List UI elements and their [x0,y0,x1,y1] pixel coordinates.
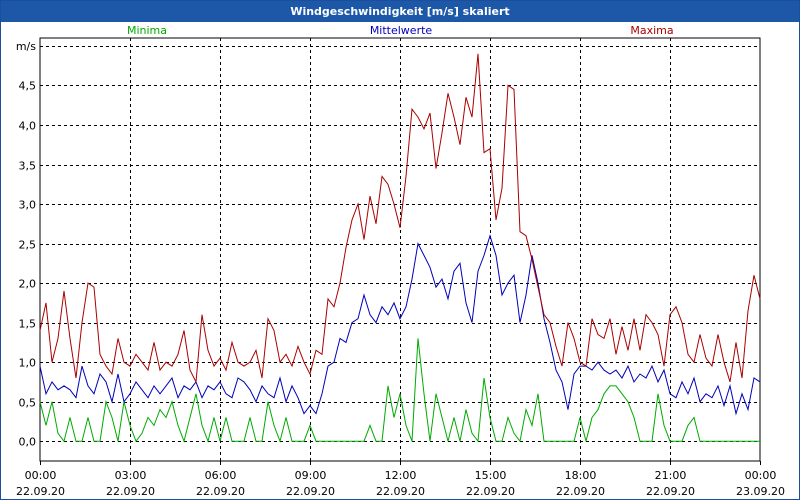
x-tick-label-date: 22.09.20 [376,485,425,498]
x-tick-label-date: 22.09.20 [466,485,515,498]
x-tick-label-date: 22.09.20 [646,485,695,498]
x-tick-label-date: 22.09.20 [16,485,65,498]
y-axis-label: m/s [16,40,36,53]
series-line-mittelwerte [39,233,761,416]
x-tick-label-time: 00:00 [745,469,777,482]
x-tick-label-date: 22.09.20 [106,485,155,498]
legend-minima: Minima [127,24,167,37]
x-tick-label-time: 15:00 [475,469,507,482]
y-tick-label: 4,0 [19,120,37,133]
x-tick-label-time: 03:00 [115,469,147,482]
y-tick-label: 3,0 [19,199,37,212]
x-tick-label-date: 22.09.20 [286,485,335,498]
x-tick-label-time: 06:00 [205,469,237,482]
y-tick-label: 1,5 [19,318,37,331]
y-tick-label: 2,5 [19,239,37,252]
legend-maxima: Maxima [630,24,673,37]
y-tick-label: 2,0 [19,278,37,291]
x-tick-label-time: 00:00 [25,469,57,482]
y-tick-label: 0,5 [19,397,37,410]
x-tick-label-time: 21:00 [655,469,687,482]
y-tick-label: 4,5 [19,80,37,93]
legend-mittelwerte: Mittelwerte [370,24,433,37]
x-tick-label-date: 22.09.20 [196,485,245,498]
x-tick-label-time: 18:00 [565,469,597,482]
x-tick-label-time: 09:00 [295,469,327,482]
y-tick-label: 3,5 [19,160,37,173]
window-title: Windgeschwindigkeit [m/s] skaliert [1,1,799,22]
series-line-minima [39,338,760,443]
series-line-maxima [39,53,761,384]
x-tick-label-date: 23.09.20 [736,485,785,498]
y-tick-label: 1,0 [19,357,37,370]
x-tick-label-time: 12:00 [385,469,417,482]
x-tick-label-date: 22.09.20 [556,485,605,498]
y-tick-label: 0,0 [19,436,37,449]
